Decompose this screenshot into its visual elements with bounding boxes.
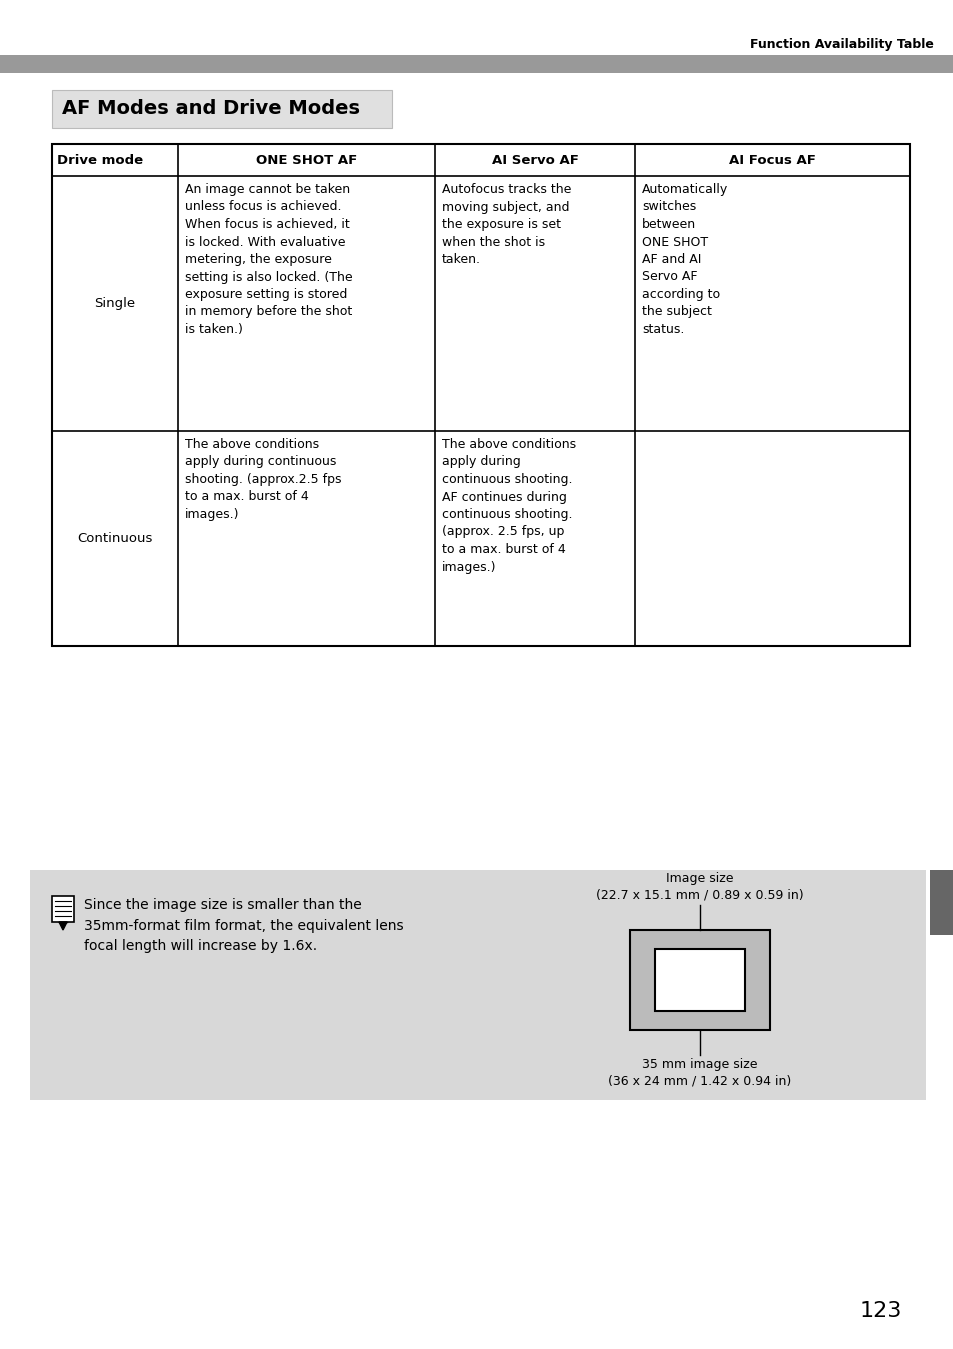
Bar: [52, 144, 909, 646]
Text: Since the image size is smaller than the
35mm-format film format, the equivalent: Since the image size is smaller than the…: [84, 898, 403, 954]
Text: Function Availability Table: Function Availability Table: [749, 38, 933, 51]
Text: An image cannot be taken
unless focus is achieved.
When focus is achieved, it
is: An image cannot be taken unless focus is…: [185, 183, 353, 336]
Bar: [52, 90, 392, 128]
Text: 35 mm image size
(36 x 24 mm / 1.42 x 0.94 in): 35 mm image size (36 x 24 mm / 1.42 x 0.…: [608, 1058, 791, 1089]
Bar: [629, 929, 769, 1031]
Bar: [655, 948, 744, 1010]
Bar: [929, 870, 953, 935]
Text: 123: 123: [859, 1300, 901, 1321]
Text: AI Servo AF: AI Servo AF: [491, 154, 578, 166]
Text: The above conditions
apply during continuous
shooting. (approx.2.5 fps
to a max.: The above conditions apply during contin…: [185, 438, 341, 521]
Text: Drive mode: Drive mode: [57, 154, 143, 166]
Text: Image size
(22.7 x 15.1 mm / 0.89 x 0.59 in): Image size (22.7 x 15.1 mm / 0.89 x 0.59…: [596, 871, 803, 902]
Text: The above conditions
apply during
continuous shooting.
AF continues during
conti: The above conditions apply during contin…: [441, 438, 576, 573]
Bar: [52, 144, 909, 646]
Text: ONE SHOT AF: ONE SHOT AF: [255, 154, 356, 166]
Text: Automatically
switches
between
ONE SHOT
AF and AI
Servo AF
according to
the subj: Automatically switches between ONE SHOT …: [641, 183, 727, 336]
Bar: [0, 55, 953, 73]
Text: Single: Single: [94, 297, 135, 310]
Text: Continuous: Continuous: [77, 532, 152, 545]
Bar: [30, 870, 925, 1099]
Polygon shape: [59, 921, 67, 929]
Text: AF Modes and Drive Modes: AF Modes and Drive Modes: [62, 100, 359, 119]
Bar: [52, 896, 74, 921]
Text: Autofocus tracks the
moving subject, and
the exposure is set
when the shot is
ta: Autofocus tracks the moving subject, and…: [441, 183, 571, 266]
Text: AI Focus AF: AI Focus AF: [728, 154, 815, 166]
